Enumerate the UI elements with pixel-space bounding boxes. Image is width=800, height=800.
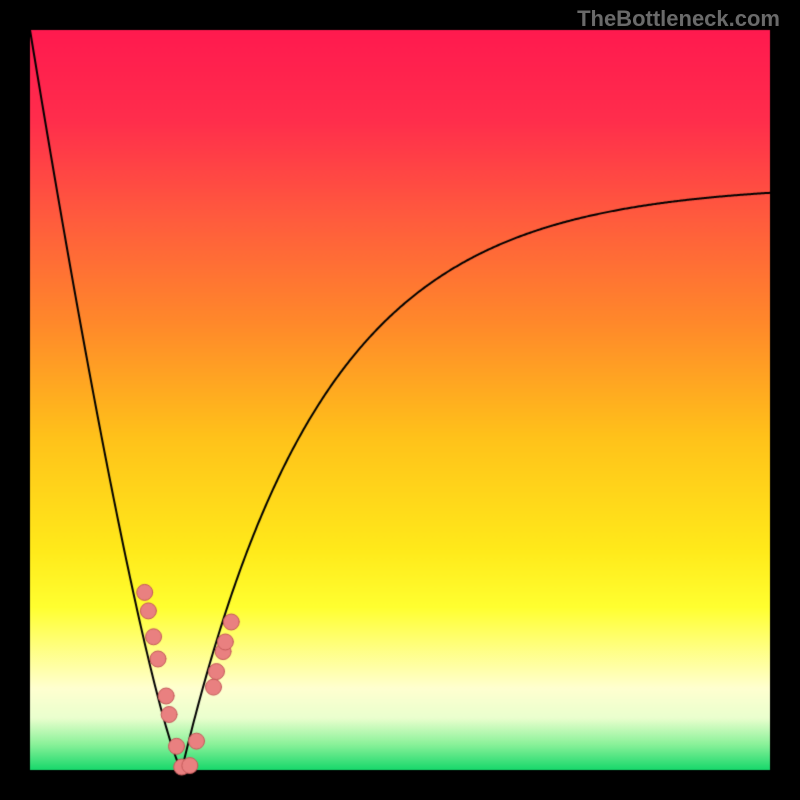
watermark-text: TheBottleneck.com xyxy=(577,6,780,32)
chart-stage: TheBottleneck.com xyxy=(0,0,800,800)
bottleneck-chart-canvas xyxy=(0,0,800,800)
